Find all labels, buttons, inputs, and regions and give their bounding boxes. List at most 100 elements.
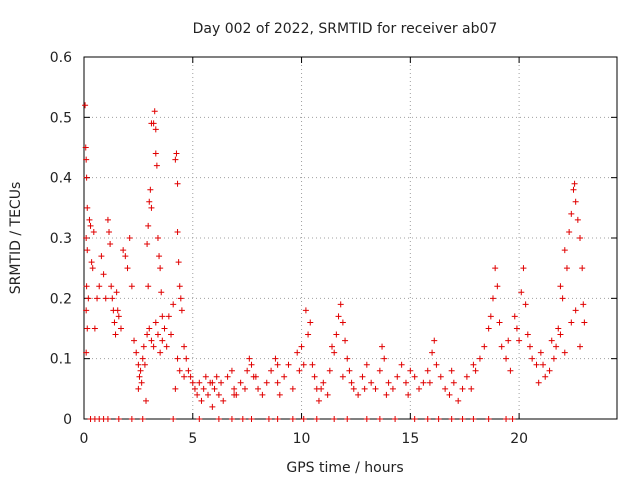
data-point — [568, 210, 575, 217]
data-point — [407, 367, 414, 374]
data-point — [376, 367, 383, 374]
data-point — [298, 343, 305, 350]
data-point — [492, 265, 499, 272]
data-point — [503, 355, 510, 362]
data-point — [265, 416, 272, 422]
data-point — [224, 373, 231, 380]
data-point — [520, 265, 527, 272]
data-point — [174, 228, 181, 235]
data-point — [174, 180, 181, 187]
data-point — [147, 186, 154, 193]
data-point — [218, 379, 225, 386]
data-point — [481, 343, 488, 350]
data-point — [152, 319, 159, 326]
data-point — [498, 343, 505, 350]
data-point — [104, 216, 111, 223]
data-point — [111, 319, 118, 326]
data-point — [131, 337, 138, 344]
data-point — [274, 361, 281, 368]
data-point — [107, 241, 114, 248]
data-point — [84, 325, 91, 332]
data-point — [424, 367, 431, 374]
data-point — [263, 379, 270, 386]
data-point — [172, 156, 179, 163]
data-point — [489, 295, 496, 302]
data-point — [346, 367, 353, 374]
data-point — [98, 253, 105, 260]
data-point — [289, 416, 296, 422]
data-point — [550, 355, 557, 362]
data-point — [83, 174, 90, 181]
data-point — [398, 361, 405, 368]
data-point — [339, 373, 346, 380]
data-point — [213, 373, 220, 380]
data-point — [329, 343, 336, 350]
data-point — [82, 144, 89, 151]
data-point — [239, 416, 246, 422]
data-point — [228, 416, 235, 422]
data-point — [113, 289, 120, 296]
data-point — [114, 307, 121, 314]
data-point — [429, 349, 436, 356]
data-point — [159, 313, 166, 320]
data-point — [83, 349, 90, 356]
data-point — [548, 337, 555, 344]
data-point — [187, 373, 194, 380]
data-point — [165, 313, 172, 320]
data-point — [177, 295, 184, 302]
data-point — [112, 331, 119, 338]
data-point — [108, 283, 115, 290]
data-point — [309, 361, 316, 368]
data-point — [145, 222, 152, 229]
data-point — [555, 325, 562, 332]
data-point — [337, 301, 344, 308]
data-point — [120, 247, 127, 254]
data-point — [274, 379, 281, 386]
data-point — [150, 343, 157, 350]
data-point — [326, 367, 333, 374]
data-point — [561, 349, 568, 356]
data-point — [281, 373, 288, 380]
data-point — [518, 289, 525, 296]
data-point — [83, 235, 90, 241]
data-point — [494, 283, 501, 290]
data-point — [88, 259, 95, 266]
data-point — [331, 416, 338, 422]
data-point — [433, 361, 440, 368]
tick-labels: 0 5 10 15 20 0 0.1 0.2 0.3 0.4 0.5 0.6 — [50, 50, 528, 447]
data-point — [363, 416, 370, 422]
data-point — [315, 397, 322, 404]
data-point — [100, 271, 107, 278]
data-point — [173, 150, 180, 157]
data-point — [331, 349, 338, 356]
data-point — [355, 391, 362, 398]
data-point — [143, 397, 150, 404]
data-point — [302, 307, 309, 314]
data-point — [146, 325, 153, 332]
data-point — [344, 416, 351, 422]
data-point — [561, 247, 568, 254]
data-point — [185, 367, 192, 374]
data-point — [296, 367, 303, 374]
data-point — [136, 373, 143, 380]
data-point — [106, 228, 113, 235]
data-point — [344, 355, 351, 362]
data-point — [442, 385, 449, 392]
data-point — [389, 385, 396, 392]
data-point — [476, 355, 483, 362]
data-point — [300, 416, 307, 422]
data-point — [448, 416, 455, 422]
data-point — [248, 416, 255, 422]
data-point — [196, 416, 203, 422]
data-point — [135, 385, 142, 392]
data-point — [102, 295, 109, 302]
data-point — [241, 385, 248, 392]
x-tick-label: 10 — [293, 431, 311, 447]
data-point — [342, 337, 349, 344]
data-point — [563, 265, 570, 272]
data-point — [154, 331, 161, 338]
data-point — [231, 385, 238, 392]
data-point — [574, 216, 581, 223]
data-point — [104, 416, 111, 422]
data-point — [348, 379, 355, 386]
